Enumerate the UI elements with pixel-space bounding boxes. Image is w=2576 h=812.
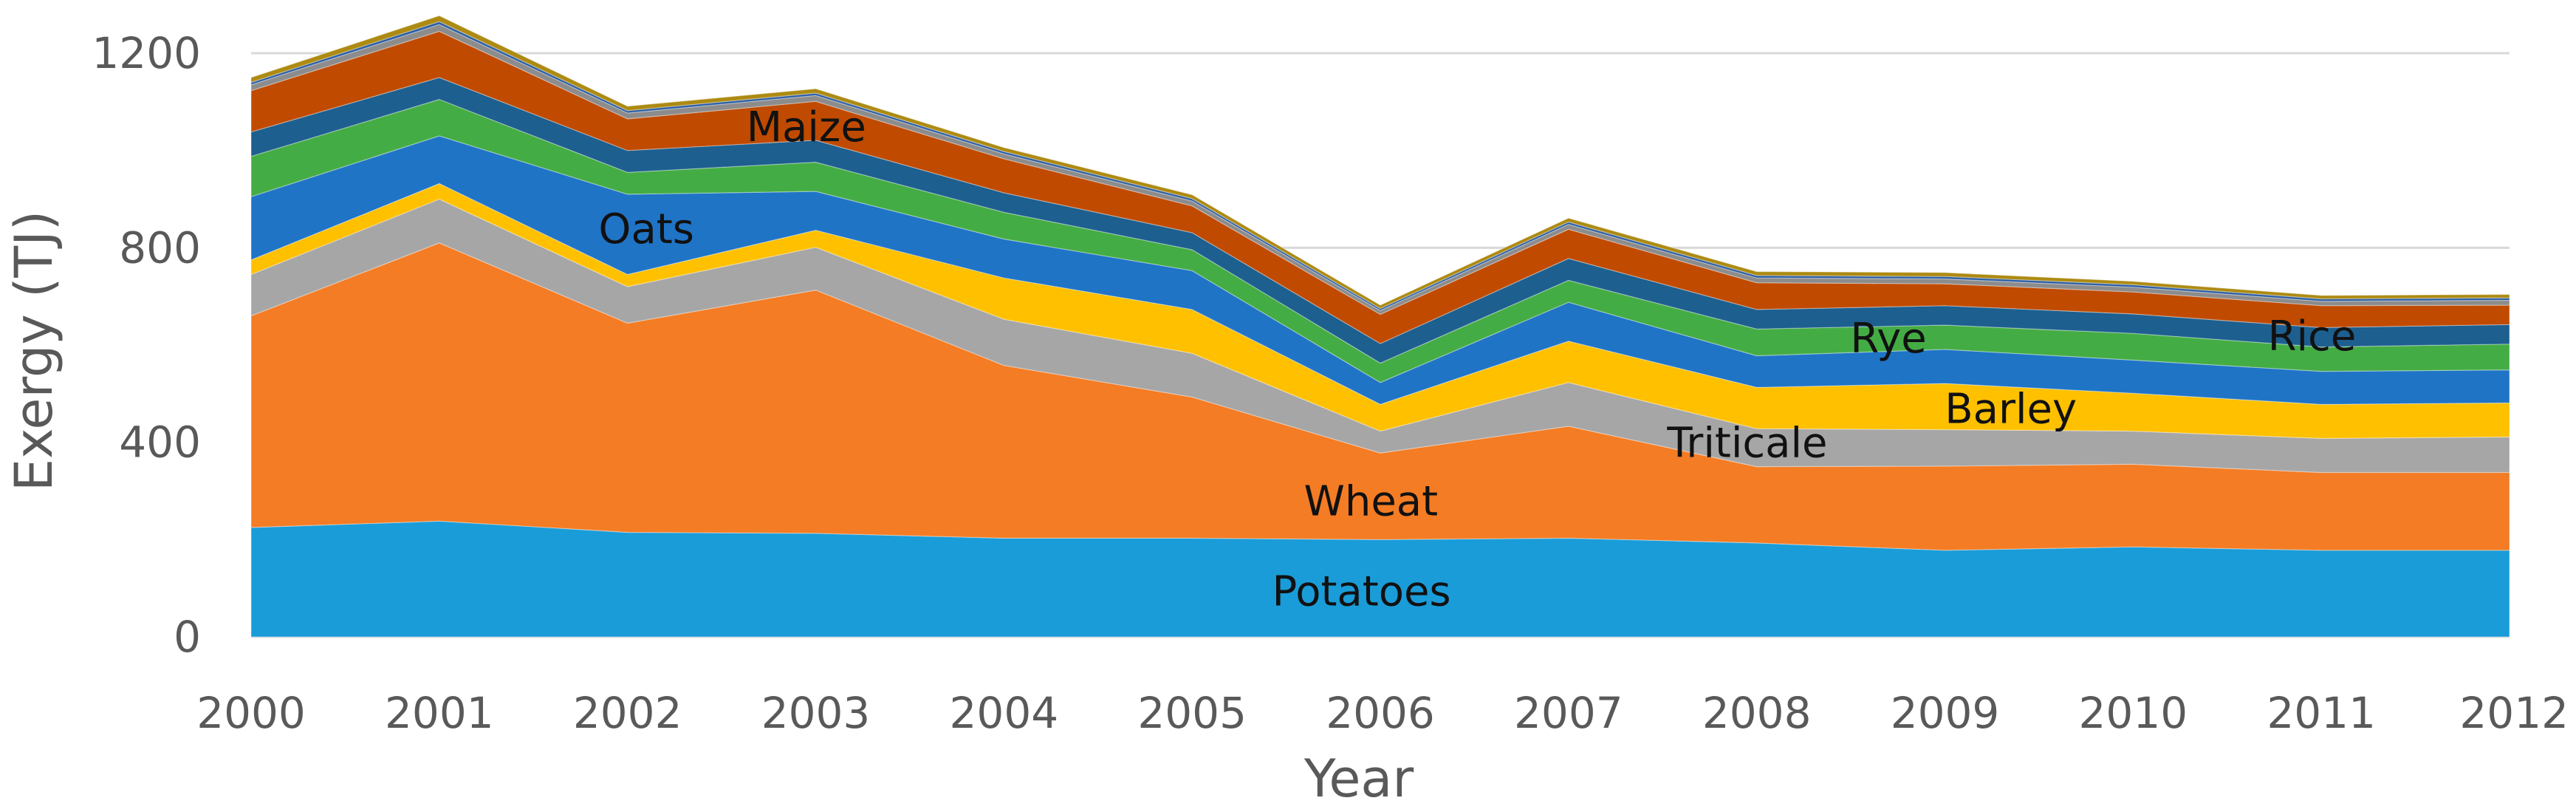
x-tick-label: 2000 — [196, 688, 306, 738]
y-tick-label: 1200 — [92, 28, 201, 78]
y-tick-label: 0 — [174, 612, 201, 662]
x-tick-label: 2001 — [385, 688, 494, 738]
area-rice — [250, 15, 2510, 310]
series-label-barley: Barley — [1945, 386, 2077, 434]
series-label-rice: Rice — [2268, 313, 2357, 361]
series-label-potatoes: Potatoes — [1272, 567, 1450, 615]
y-tick-label: 800 — [119, 222, 201, 273]
x-tick-label: 2004 — [950, 688, 1059, 738]
area-series — [250, 15, 2510, 638]
x-tick-label: 2006 — [1326, 688, 1435, 738]
x-tick-label: 2010 — [2079, 688, 2188, 738]
area-series-6 — [250, 98, 2510, 383]
x-tick-label: 2007 — [1514, 688, 1623, 738]
x-tick-label: 2009 — [1891, 688, 2000, 738]
series-label-triticale: Triticale — [1666, 420, 1827, 468]
series-labels: Potatoes Wheat Triticale Barley Oats Rye Rice M… — [598, 103, 2356, 616]
series-label-maize: Maize — [747, 103, 866, 151]
x-axis-ticks: 2000 2001 2002 2003 2004 2005 2006 2007 2008 2009… — [196, 688, 2569, 738]
x-axis-title: Year — [1304, 748, 1414, 809]
x-tick-label: 2005 — [1137, 688, 1247, 738]
y-tick-label: 400 — [119, 417, 201, 468]
x-tick-label: 2003 — [761, 688, 871, 738]
x-tick-label: 2002 — [573, 688, 682, 738]
y-axis-title: Exergy (TJ) — [4, 211, 64, 491]
series-label-wheat: Wheat — [1304, 478, 1438, 526]
x-tick-label: 2012 — [2459, 688, 2569, 738]
y-axis-ticks: 0 400 800 1200 — [92, 28, 201, 662]
series-label-oats: Oats — [598, 205, 694, 253]
x-tick-label: 2008 — [1702, 688, 1812, 738]
series-label-rye: Rye — [1850, 315, 1926, 363]
x-tick-label: 2011 — [2267, 688, 2376, 738]
